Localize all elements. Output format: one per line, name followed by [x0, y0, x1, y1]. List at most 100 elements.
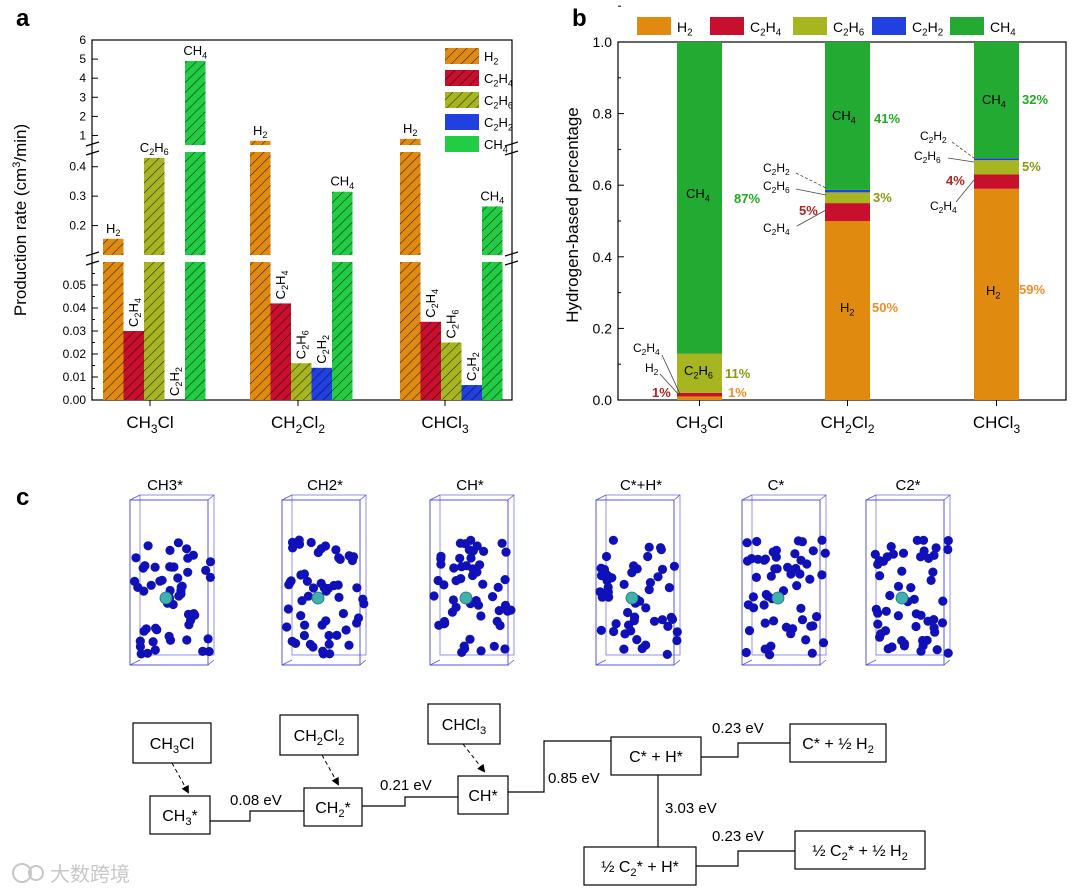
pathway-molecule-chcl3-box [427, 703, 501, 745]
chart-b-callout-line [795, 188, 827, 196]
structure-adsorbate [771, 591, 785, 605]
chart-b-y-tick-label: 0.6 [593, 177, 613, 193]
chart-a-legend-swatch-CH4 [445, 136, 479, 152]
chart-a-x-tick-label: CHCl3 [421, 413, 469, 436]
chart-a-bar-hatch-CH4-CH3Cl [185, 61, 206, 400]
structure-atom [611, 619, 621, 629]
structure-atom [165, 635, 176, 645]
chart-b-bar-CH4-CH3Cl [677, 42, 722, 354]
structure-atom [748, 592, 759, 602]
chart-b-callout-line [947, 157, 975, 163]
structure-atom [768, 547, 778, 557]
chart-b-bar-CH4-CHCl3 [974, 42, 1019, 159]
chart-a-legend-swatch-hatch-C2H6 [445, 92, 479, 108]
chart-b-bar-C2H2-CH2Cl2 [825, 189, 870, 193]
structure-atom [506, 605, 516, 615]
structure-atom [471, 596, 481, 606]
chart-b-callout-C2H4: C2​H4​ [763, 221, 790, 237]
chart-a-break-mark [85, 260, 100, 266]
chart-a-break-mark [504, 260, 519, 266]
structure-atom [466, 535, 476, 546]
chart-b-inbar-label-C2H6: C2​H6​ [684, 363, 713, 380]
chart-b-bar-C2H2-CHCl3 [974, 158, 1019, 161]
structure-atom [335, 554, 345, 565]
structure-label-3: C*+H* [620, 477, 662, 494]
chart-b-callout-C2H6: C2​H6​ [763, 179, 790, 195]
structure-atom [456, 574, 466, 584]
pathway-molecule-ch3cl-label: CH3​Cl [150, 736, 194, 756]
chart-a-break-mark [85, 150, 100, 156]
structure-atom [296, 611, 306, 621]
pathway-state-c-h2-label: C* + ½ H2​ [802, 736, 874, 756]
pathway-energy-3: 0.85 eV [548, 770, 600, 787]
structure-atom [795, 569, 805, 579]
structure-atom [130, 576, 140, 587]
pathway-arrow [462, 743, 486, 773]
chart-a-bar-hatch-C2H4-CH3Cl [123, 331, 144, 400]
structure-atom [494, 606, 504, 616]
structure-atom [203, 634, 213, 644]
pathway-step-line [362, 796, 458, 807]
structure-atom [792, 581, 802, 591]
structure-cell-edge [819, 659, 827, 666]
chart-a-bar-hatch-C2H2-CHCl3 [461, 385, 482, 400]
structure-box-3 [595, 494, 682, 666]
structure-atom [943, 536, 953, 546]
chart-a-y-tick-label: 3 [79, 90, 86, 104]
chart-b-pct-C2H6-CHCl3: 5% [1022, 159, 1041, 174]
watermark-text: 大数跨境 [50, 863, 130, 886]
pathway-state-ch2-label: CH2​* [315, 800, 351, 820]
structure-atom [136, 649, 146, 659]
chart-b-bar-H2-CHCl3 [974, 188, 1019, 400]
structure-atom [912, 535, 922, 546]
chart-b-pct-CH4-CH3Cl: 87% [734, 191, 760, 206]
structure-atom [344, 640, 354, 650]
chart-b-legend: H2​ C2​H4​ C2​H6​ C2​H2​ CH4​ [637, 17, 1016, 39]
structure-atom [878, 556, 889, 567]
chart-a-y-tick-label: 0.4 [69, 160, 86, 174]
structure-atom [886, 542, 896, 552]
chart-b-y-axis-title: Hydrogen-based percentage [563, 107, 582, 322]
structure-atom [500, 575, 510, 585]
structure-cell-edge [741, 494, 753, 501]
structure-label-1: CH2* [307, 477, 343, 494]
chart-a-bar-hatch-C2H6-CHCl3 [441, 342, 462, 400]
structure-box-4 [741, 494, 830, 666]
structure-atom [742, 538, 752, 548]
structure-atom [283, 604, 293, 614]
structure-adsorbate [311, 591, 325, 605]
chart-a-break-mark [504, 150, 519, 156]
structure-atom [433, 575, 443, 586]
chart-a-break-band [93, 145, 511, 152]
pathway-state-ch3-label: CH3​* [162, 808, 198, 828]
structure-atom [155, 576, 165, 586]
structure-atom [627, 568, 637, 578]
structure-atom [672, 635, 682, 646]
pathway-state-ch-label: CH* [468, 788, 497, 805]
structure-atom [188, 550, 198, 560]
structure-atom [609, 626, 619, 637]
pathway-molecule-chcl3-label: CHCl3​ [442, 717, 486, 737]
structure-box-2 [429, 494, 516, 666]
structure-atom [476, 646, 486, 656]
pathway-state-c-h-box [610, 736, 702, 776]
structure-atom [306, 537, 316, 548]
structure-cell-edge [673, 659, 681, 666]
chart-a-y-axis-title: Production rate (cm3/min) [11, 124, 30, 316]
structure-atom [657, 564, 668, 575]
structure-atom [140, 561, 150, 571]
structure-cell-front [281, 499, 361, 666]
structure-atom [436, 559, 446, 569]
pathway-molecule-ch2cl2-box [279, 714, 359, 756]
chart-a-bar-hatch-C2H6-CH3Cl [144, 157, 165, 400]
chart-b-pct-H2-CH2Cl2: 50% [872, 300, 898, 315]
chart-b-bar-C2H6-CHCl3 [974, 160, 1019, 175]
chart-b-inbar-label-H2: H2​ [840, 300, 854, 317]
structure-atom [644, 542, 654, 552]
structure-atom [602, 586, 612, 597]
structure-atom [316, 544, 326, 554]
chart-a-bar-label-C2H6: C2​H6​ [443, 310, 460, 339]
structure-atom [812, 612, 822, 622]
pathway-energy-2: 0.21 eV [380, 777, 432, 794]
